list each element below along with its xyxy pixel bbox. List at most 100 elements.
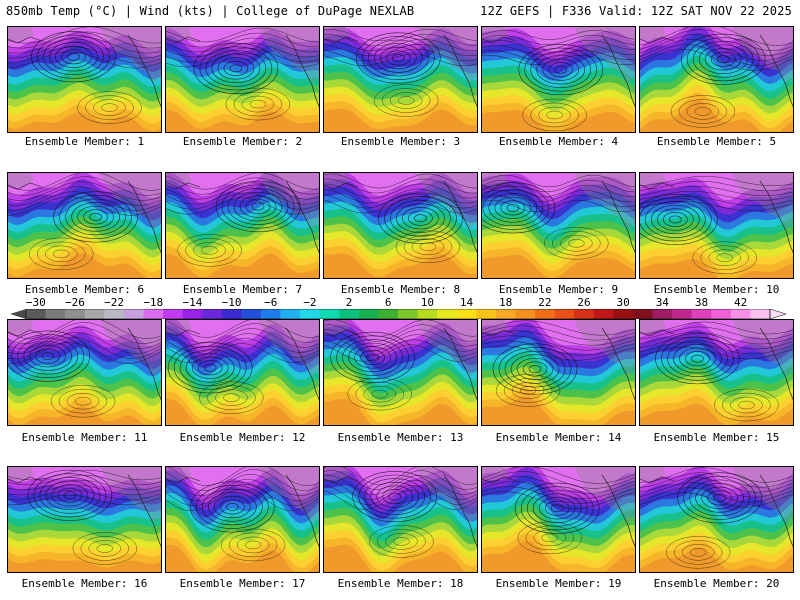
colorbar-max-arrow xyxy=(769,309,786,319)
temperature-map xyxy=(482,173,635,278)
ensemble-member-map xyxy=(481,26,636,133)
colorbar-tick-label: 22 xyxy=(538,296,552,309)
colorbar-bin xyxy=(143,309,164,319)
colorbar-bin xyxy=(730,309,751,319)
ensemble-member-map xyxy=(639,26,794,133)
temperature-map xyxy=(8,320,161,425)
chart-title: 850mb Temp (°C) | Wind (kts) | College o… xyxy=(6,4,415,18)
ensemble-member-label: Ensemble Member: 7 xyxy=(182,283,303,296)
ensemble-member-label: Ensemble Member: 18 xyxy=(337,577,464,590)
ensemble-member-label: Ensemble Member: 11 xyxy=(21,431,148,444)
temperature-map xyxy=(166,173,319,278)
colorbar-bin xyxy=(476,309,497,319)
colorbar-bin xyxy=(319,309,340,319)
ensemble-member-map xyxy=(165,466,320,573)
colorbar-tick-label: −2 xyxy=(303,296,317,309)
colorbar-bin xyxy=(65,309,86,319)
colorbar-tick-label: 2 xyxy=(345,296,353,309)
colorbar-tick-label: 6 xyxy=(384,296,392,309)
ensemble-member-map xyxy=(7,319,162,426)
colorbar-tick-label: 34 xyxy=(655,296,669,309)
colorbar-tick-label: 10 xyxy=(420,296,434,309)
colorbar-bin xyxy=(437,309,458,319)
temperature-map xyxy=(166,320,319,425)
colorbar-bin xyxy=(163,309,183,319)
colorbar-bin xyxy=(221,309,242,319)
colorbar-bin xyxy=(260,309,281,319)
colorbar-bin xyxy=(652,309,673,319)
ensemble-member-label: Ensemble Member: 12 xyxy=(179,431,306,444)
temperature-map xyxy=(640,320,793,425)
colorbar-bin xyxy=(613,309,634,319)
ensemble-member-label: Ensemble Member: 15 xyxy=(653,431,780,444)
colorbar-tick-label: 38 xyxy=(694,296,709,309)
ensemble-member-label: Ensemble Member: 6 xyxy=(24,283,145,296)
colorbar-tick-label: −6 xyxy=(264,296,278,309)
ensemble-member-map xyxy=(7,172,162,279)
temperature-map xyxy=(324,173,477,278)
ensemble-member-label: Ensemble Member: 14 xyxy=(495,431,622,444)
colorbar-tick-label: −22 xyxy=(104,296,125,309)
colorbar-tick-label: 42 xyxy=(734,296,748,309)
colorbar-bin xyxy=(241,309,262,319)
ensemble-member-label: Ensemble Member: 19 xyxy=(495,577,622,590)
colorbar-bin xyxy=(26,309,46,319)
temperature-map xyxy=(640,27,793,132)
colorbar-bin xyxy=(300,309,320,319)
colorbar-bin xyxy=(593,309,614,319)
ensemble-member-map xyxy=(323,172,478,279)
temperature-map xyxy=(324,467,477,572)
colorbar-bin xyxy=(456,309,477,319)
temperature-map xyxy=(324,27,477,132)
colorbar-tick-label: 14 xyxy=(459,296,474,309)
colorbar-bin xyxy=(398,309,418,319)
ensemble-member-map xyxy=(639,319,794,426)
colorbar-bin xyxy=(104,309,125,319)
colorbar-bin xyxy=(339,309,360,319)
ensemble-member-label: Ensemble Member: 9 xyxy=(498,283,619,296)
ensemble-member-map xyxy=(323,466,478,573)
ensemble-member-label: Ensemble Member: 16 xyxy=(21,577,148,590)
ensemble-member-label: Ensemble Member: 5 xyxy=(656,135,777,148)
ensemble-member-map xyxy=(481,172,636,279)
ensemble-member-label: Ensemble Member: 4 xyxy=(498,135,619,148)
colorbar-min-arrow xyxy=(10,309,26,319)
colorbar-bin xyxy=(123,309,144,319)
colorbar-tick-label: 26 xyxy=(577,296,591,309)
colorbar-tick-label: −10 xyxy=(221,296,242,309)
colorbar-bin xyxy=(495,309,516,319)
temperature-colorbar xyxy=(10,309,786,319)
temperature-map xyxy=(8,173,161,278)
colorbar-tick-label: −26 xyxy=(65,296,85,309)
ensemble-member-map xyxy=(323,319,478,426)
colorbar-bin xyxy=(535,309,555,319)
colorbar-tick-label: 30 xyxy=(616,296,630,309)
colorbar-bin xyxy=(378,309,399,319)
temperature-map xyxy=(324,320,477,425)
temperature-map xyxy=(8,467,161,572)
ensemble-member-map xyxy=(165,26,320,133)
ensemble-member-map xyxy=(165,319,320,426)
colorbar-bin xyxy=(672,309,692,319)
colorbar-bin xyxy=(417,309,438,319)
colorbar-bin xyxy=(554,309,575,319)
ensemble-member-map xyxy=(323,26,478,133)
ensemble-member-map xyxy=(165,172,320,279)
temperature-map xyxy=(166,27,319,132)
colorbar-bin xyxy=(515,309,536,319)
ensemble-member-label: Ensemble Member: 8 xyxy=(340,283,461,296)
temperature-map xyxy=(482,467,635,572)
colorbar-bin xyxy=(182,309,203,319)
run-valid-time: 12Z GEFS | F336 Valid: 12Z SAT NOV 22 20… xyxy=(480,4,792,18)
temperature-map xyxy=(640,173,793,278)
colorbar-bin xyxy=(45,309,66,319)
colorbar-bin xyxy=(358,309,379,319)
colorbar-bin xyxy=(632,309,653,319)
ensemble-member-label: Ensemble Member: 1 xyxy=(24,135,145,148)
ensemble-member-label: Ensemble Member: 3 xyxy=(340,135,461,148)
ensemble-member-label: Ensemble Member: 13 xyxy=(337,431,464,444)
temperature-map xyxy=(482,27,635,132)
temperature-map xyxy=(640,467,793,572)
colorbar-bin xyxy=(750,309,771,319)
ensemble-member-label: Ensemble Member: 20 xyxy=(653,577,780,590)
